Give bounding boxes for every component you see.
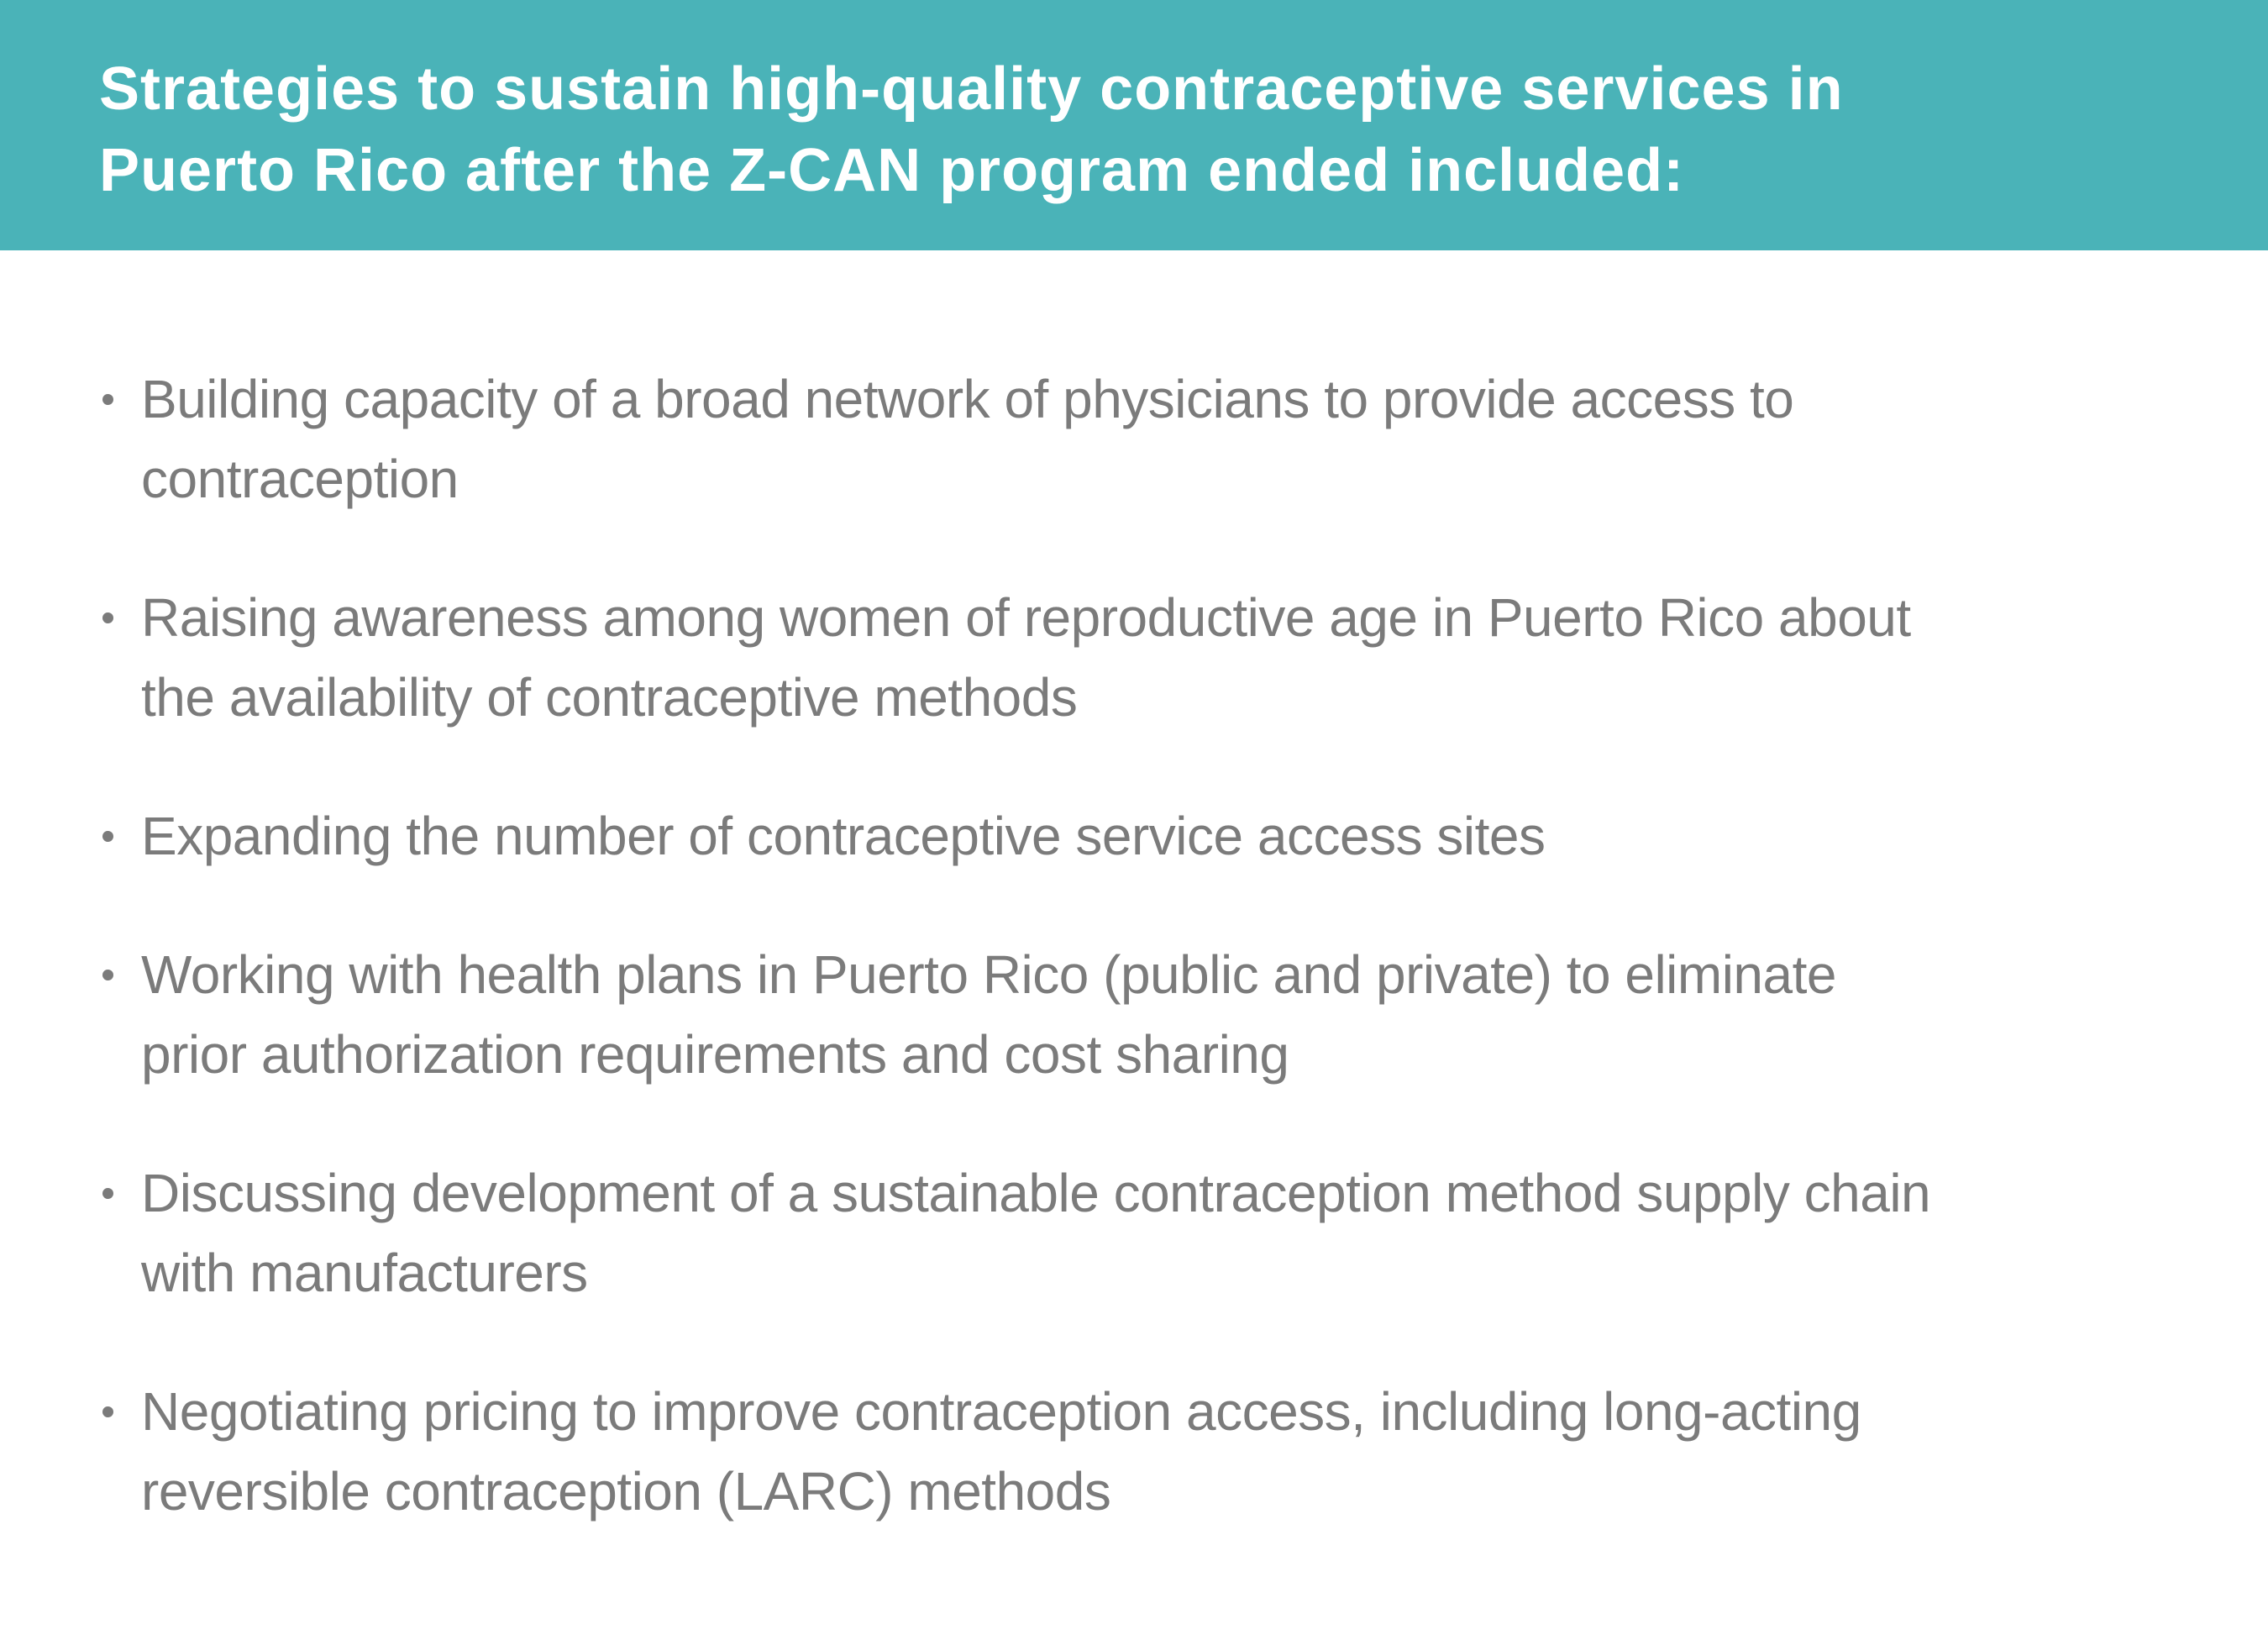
list-item: Negotiating pricing to improve contracep… — [101, 1372, 2167, 1532]
list-item: Building capacity of a broad network of … — [101, 360, 2167, 519]
bullet-text-line: Working with health plans in Puerto Rico… — [141, 944, 1836, 1005]
bullet-text-line: with manufacturers — [141, 1243, 588, 1303]
bullet-text-line: Expanding the number of contraceptive se… — [141, 806, 1546, 866]
bullet-icon — [102, 1406, 113, 1417]
bullet-text-line: Raising awareness among women of reprodu… — [141, 587, 1911, 648]
page-title: Strategies to sustain high-quality contr… — [99, 49, 2218, 212]
list-item: Working with health plans in Puerto Rico… — [101, 935, 2167, 1095]
bullet-text-line: contraception — [141, 449, 459, 509]
list-item: Expanding the number of contraceptive se… — [101, 796, 2167, 876]
bullet-text-line: prior authorization requirements and cos… — [141, 1024, 1289, 1085]
bullet-icon — [102, 970, 113, 980]
list-item: Raising awareness among women of reprodu… — [101, 578, 2167, 738]
bullet-icon — [102, 831, 113, 842]
strategy-list: Building capacity of a broad network of … — [101, 360, 2167, 1532]
bullet-text-line: Negotiating pricing to improve contracep… — [141, 1381, 1861, 1442]
header-band: Strategies to sustain high-quality contr… — [0, 0, 2268, 250]
bullet-text-line: reversible contraception (LARC) methods — [141, 1461, 1111, 1522]
bullet-text-line: Building capacity of a broad network of … — [141, 369, 1794, 429]
list-item: Discussing development of a sustainable … — [101, 1154, 2167, 1313]
slide-body: Building capacity of a broad network of … — [0, 250, 2268, 1532]
bullet-icon — [102, 612, 113, 623]
bullet-icon — [102, 1188, 113, 1199]
title-line-1: Strategies to sustain high-quality contr… — [99, 55, 1844, 123]
bullet-text-line: Discussing development of a sustainable … — [141, 1163, 1931, 1223]
bullet-text-line: the availability of contraceptive method… — [141, 667, 1078, 728]
title-line-2: Puerto Rico after the Z-CAN program ende… — [99, 137, 1685, 204]
bullet-icon — [102, 394, 113, 405]
